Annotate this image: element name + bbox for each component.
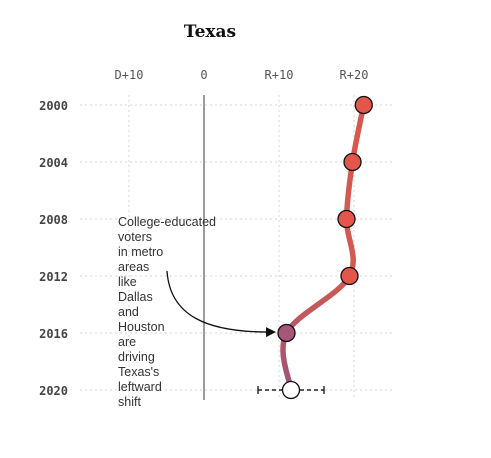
annotation-line: in metro [118,245,163,259]
annotation-line: shift [118,395,141,409]
x-tick-label: R+10 [265,68,294,82]
annotation-line: voters [118,230,152,244]
x-tick-label: R+20 [340,68,369,82]
interval-2020 [257,386,325,394]
x-tick-labels: D+10 0 R+10 R+20 [115,68,369,82]
y-tick-label: 2000 [39,99,68,113]
chart-title: Texas [184,22,236,42]
annotation-arrow [166,270,276,338]
annotation-text: College-educated voters in metro areas l… [118,215,219,409]
annotation-line: Houston [118,320,165,334]
x-tick-label: D+10 [115,68,144,82]
y-tick-label: 2016 [39,327,68,341]
data-point-2016 [277,323,296,343]
y-tick-label: 2004 [39,156,68,170]
y-tick-labels: 2000 2004 2008 2012 2016 2020 [39,99,68,398]
annotation-line: and [118,305,139,319]
annotation-line: driving [118,350,155,364]
x-tick-label: 0 [200,68,207,82]
y-tick-label: 2012 [39,270,68,284]
annotation-line: like [118,275,137,289]
annotation-line: areas [118,260,149,274]
y-tick-label: 2008 [39,213,68,227]
annotation: College-educated voters in metro areas l… [118,215,276,409]
annotation-line: leftward [118,380,162,394]
trend-line [280,102,367,393]
series-line [280,102,367,393]
data-point-2008 [337,209,356,229]
annotation-line: Texas's [118,365,159,379]
data-point-2012 [340,266,359,286]
data-point-2020 [281,380,301,400]
data-point-2004 [343,152,362,172]
annotation-line: College-educated [118,215,216,229]
data-points [277,95,373,400]
y-tick-label: 2020 [39,384,68,398]
data-point-2000 [354,95,373,115]
annotation-line: are [118,335,136,349]
annotation-line: Dallas [118,290,153,304]
